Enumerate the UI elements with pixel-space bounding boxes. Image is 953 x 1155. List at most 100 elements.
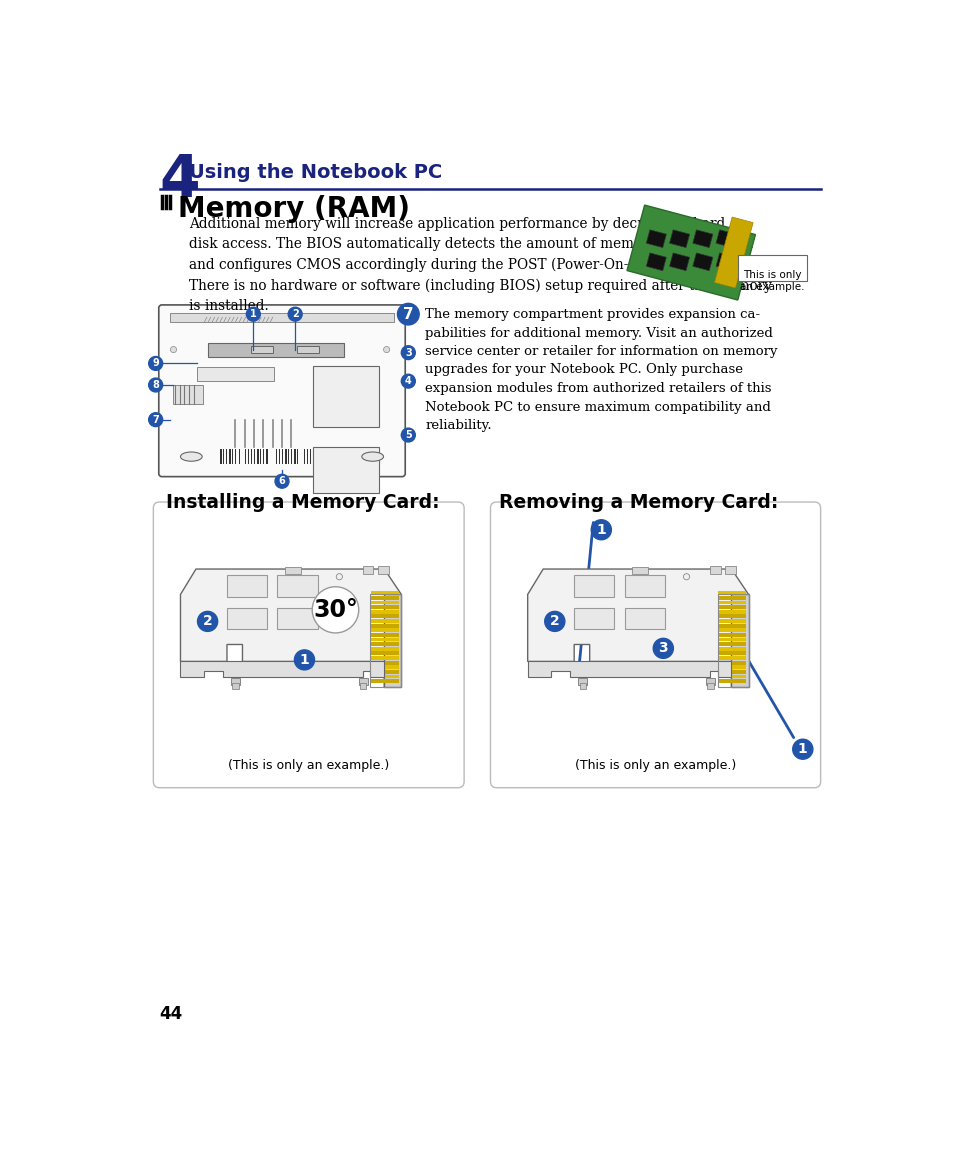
Bar: [724, 566, 736, 574]
Bar: [371, 642, 398, 646]
Text: 2: 2: [292, 310, 298, 319]
Bar: [718, 661, 745, 664]
Bar: [718, 596, 745, 599]
Text: 30°: 30°: [313, 598, 357, 621]
Polygon shape: [669, 230, 689, 247]
Polygon shape: [716, 230, 736, 247]
Bar: [277, 575, 317, 597]
Bar: [718, 656, 745, 660]
FancyBboxPatch shape: [737, 255, 806, 281]
Text: 44: 44: [159, 1005, 183, 1023]
Bar: [718, 591, 745, 595]
Bar: [371, 679, 398, 683]
Bar: [718, 614, 745, 618]
Circle shape: [149, 357, 162, 371]
Bar: [624, 608, 664, 629]
FancyBboxPatch shape: [153, 502, 464, 788]
Bar: [362, 566, 373, 574]
Bar: [277, 608, 317, 629]
Bar: [371, 665, 398, 669]
Bar: [371, 610, 398, 613]
Text: 8: 8: [152, 380, 159, 390]
Circle shape: [653, 639, 673, 658]
Bar: [718, 679, 745, 683]
Bar: [294, 449, 295, 464]
Bar: [574, 575, 614, 597]
Text: 9: 9: [152, 358, 159, 368]
Bar: [358, 678, 368, 685]
Bar: [371, 601, 398, 604]
Bar: [229, 449, 231, 464]
Text: Additional memory will increase application performance by decreasing hard
disk : Additional memory will increase applicat…: [189, 217, 771, 313]
Circle shape: [197, 611, 217, 632]
Bar: [718, 601, 745, 604]
Bar: [371, 661, 398, 664]
Polygon shape: [645, 253, 665, 270]
Polygon shape: [384, 595, 401, 687]
Polygon shape: [714, 217, 752, 288]
Bar: [275, 449, 277, 464]
Circle shape: [397, 304, 418, 325]
Circle shape: [274, 475, 289, 489]
Text: Installing a Memory Card:: Installing a Memory Card:: [166, 493, 439, 512]
Circle shape: [312, 587, 358, 633]
Bar: [371, 596, 398, 599]
Bar: [196, 367, 274, 381]
FancyBboxPatch shape: [490, 502, 820, 788]
Bar: [718, 633, 745, 636]
Text: (This is only an example.): (This is only an example.): [575, 759, 736, 773]
Bar: [579, 683, 585, 690]
Bar: [233, 683, 238, 690]
Circle shape: [401, 345, 415, 359]
Bar: [718, 619, 745, 623]
Bar: [371, 647, 398, 650]
Text: 4: 4: [404, 377, 412, 386]
Bar: [227, 608, 267, 629]
Bar: [574, 608, 614, 629]
Text: The memory compartment provides expansion ca-
pabilities for additional memory. : The memory compartment provides expansio…: [425, 308, 777, 432]
Text: 2: 2: [549, 614, 559, 628]
Bar: [371, 614, 398, 618]
Ellipse shape: [361, 452, 383, 461]
Text: Using the Notebook PC: Using the Notebook PC: [189, 163, 442, 182]
Circle shape: [288, 307, 302, 321]
Text: 7: 7: [152, 415, 159, 425]
Circle shape: [149, 378, 162, 392]
Text: 1: 1: [797, 743, 807, 757]
Bar: [371, 675, 398, 678]
Circle shape: [401, 374, 415, 388]
Bar: [248, 449, 249, 464]
Bar: [718, 610, 745, 613]
Bar: [718, 651, 745, 655]
Text: 1: 1: [299, 653, 309, 666]
Circle shape: [383, 346, 390, 352]
Bar: [251, 345, 273, 353]
Bar: [285, 567, 300, 574]
Bar: [208, 343, 344, 357]
Bar: [220, 449, 221, 464]
Bar: [371, 591, 398, 595]
FancyBboxPatch shape: [158, 305, 405, 477]
Circle shape: [591, 520, 611, 539]
Polygon shape: [626, 206, 755, 300]
Text: 1: 1: [250, 310, 256, 319]
Circle shape: [544, 611, 564, 632]
Bar: [705, 678, 715, 685]
Text: 7: 7: [402, 307, 414, 321]
Bar: [371, 605, 398, 609]
Bar: [718, 670, 745, 673]
Bar: [303, 449, 305, 464]
Polygon shape: [716, 253, 736, 270]
Bar: [297, 345, 319, 353]
Bar: [718, 675, 745, 678]
Ellipse shape: [180, 452, 202, 461]
Circle shape: [171, 346, 176, 352]
Circle shape: [246, 307, 260, 321]
Bar: [632, 567, 647, 574]
Bar: [718, 642, 745, 646]
Bar: [360, 683, 366, 690]
Bar: [313, 366, 378, 427]
Text: Memory (RAM): Memory (RAM): [178, 195, 410, 223]
Bar: [227, 575, 267, 597]
Bar: [257, 449, 258, 464]
